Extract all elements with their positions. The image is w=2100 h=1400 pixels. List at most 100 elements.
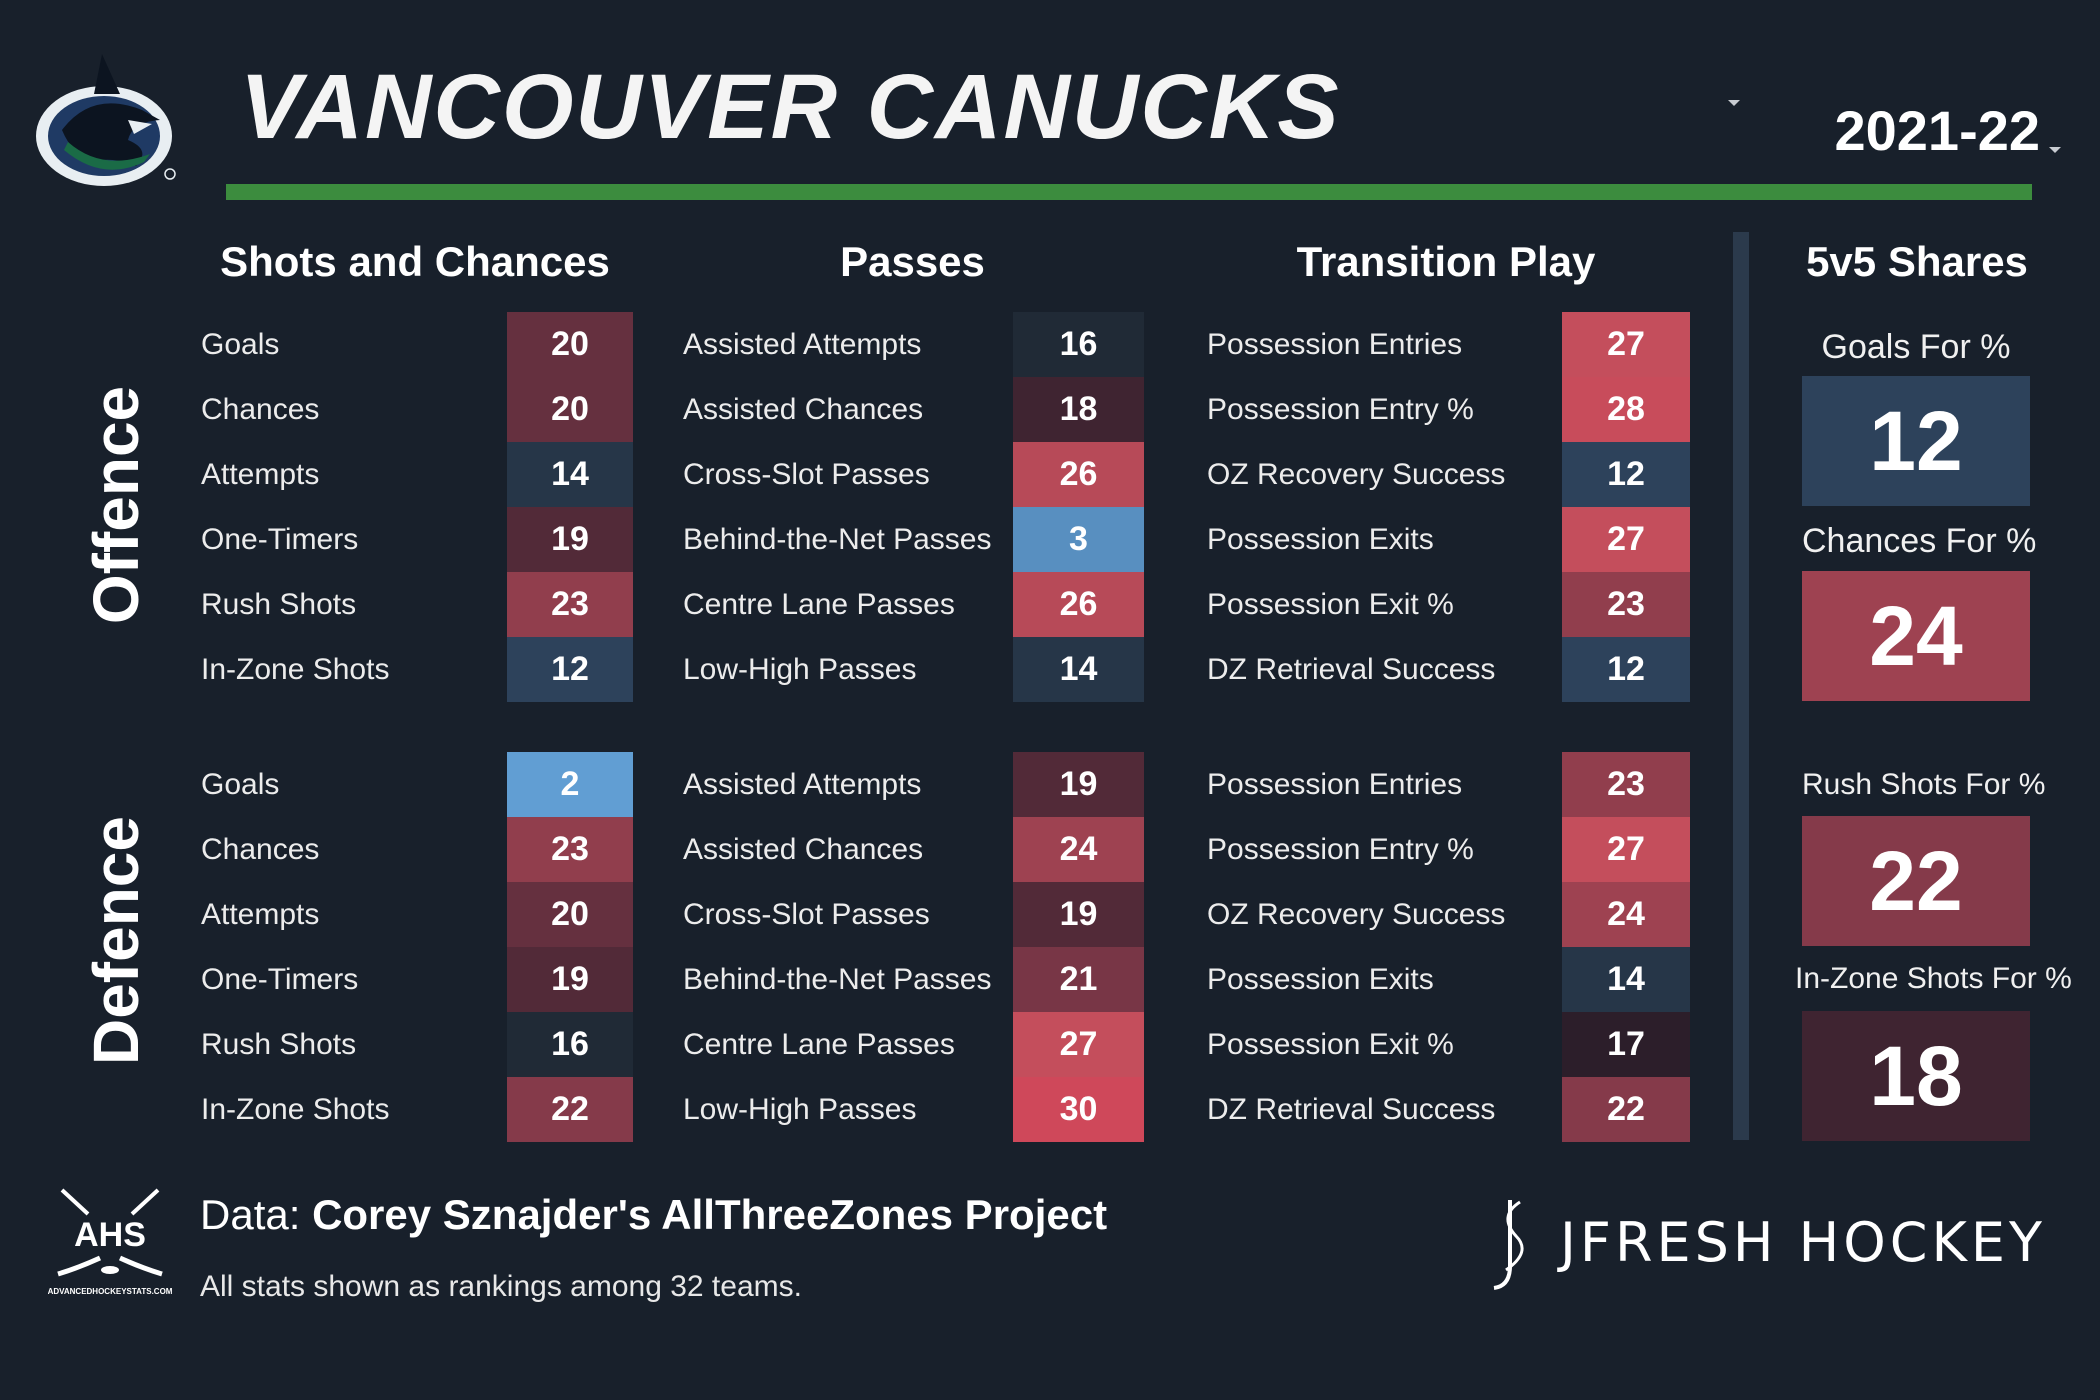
svg-text:ADVANCEDHOCKEYSTATS.COM: ADVANCEDHOCKEYSTATS.COM	[48, 1287, 172, 1296]
share-label-goals: Goals For %	[1821, 328, 2011, 366]
defence-shots-label-chances: Chances	[201, 833, 320, 866]
offence-passes-rank-centre-lane-passes: 26	[1013, 572, 1144, 637]
offence-transition-label-possession-entry: Possession Entry %	[1207, 393, 1474, 426]
data-credit-source: Corey Sznajder's AllThreeZones Project	[312, 1191, 1108, 1238]
side-label-offence: Offence	[80, 385, 152, 625]
share-label-chances: Chances For %	[1802, 522, 2037, 560]
share-value-rush-shots: 22	[1802, 816, 2030, 946]
jfresh-logo-icon	[1493, 1200, 1524, 1290]
offence-transition-rank-possession-exit: 23	[1562, 572, 1690, 637]
defence-passes-label-low-high-passes: Low-High Passes	[683, 1093, 917, 1126]
defence-passes-rank-behind-the-net-passes: 21	[1013, 947, 1144, 1012]
defence-transition-rank-oz-recovery-success: 24	[1562, 882, 1690, 947]
defence-transition-label-oz-recovery-success: OZ Recovery Success	[1207, 898, 1506, 931]
ahs-logo-icon: AHS ADVANCEDHOCKEYSTATS.COM	[48, 1188, 172, 1296]
offence-transition-label-dz-retrieval-success: DZ Retrieval Success	[1207, 653, 1496, 686]
offence-shots-rank-in-zone-shots: 12	[507, 637, 633, 702]
section-header-passes: Passes	[840, 238, 985, 285]
defence-shots-label-one-timers: One-Timers	[201, 963, 359, 996]
offence-passes-rank-low-high-passes: 14	[1013, 637, 1144, 702]
offence-transition-rank-possession-entries: 27	[1562, 312, 1690, 377]
offence-passes-label-assisted-attempts: Assisted Attempts	[683, 328, 922, 361]
defence-passes-rank-assisted-attempts: 19	[1013, 752, 1144, 817]
share-label-in-zone-shots: In-Zone Shots For %	[1795, 962, 2072, 995]
defence-shots-label-attempts: Attempts	[201, 898, 320, 931]
offence-transition-label-possession-entries: Possession Entries	[1207, 328, 1463, 361]
defence-shots-rank-in-zone-shots: 22	[507, 1077, 633, 1142]
defence-transition-label-dz-retrieval-success: DZ Retrieval Success	[1207, 1093, 1496, 1126]
defence-shots-rank-chances: 23	[507, 817, 633, 882]
defence-transition-rank-possession-entry: 27	[1562, 817, 1690, 882]
offence-passes-label-assisted-chances: Assisted Chances	[683, 393, 924, 426]
defence-transition-rank-possession-entries: 23	[1562, 752, 1690, 817]
defence-passes-label-behind-the-net-passes: Behind-the-Net Passes	[683, 963, 992, 996]
offence-shots-label-one-timers: One-Timers	[201, 523, 359, 556]
share-value-goals: 12	[1802, 376, 2030, 506]
defence-transition-label-possession-exits: Possession Exits	[1207, 963, 1434, 996]
offence-passes-label-centre-lane-passes: Centre Lane Passes	[683, 588, 955, 621]
offence-shots-label-chances: Chances	[201, 393, 320, 426]
defence-shots-label-in-zone-shots: In-Zone Shots	[201, 1093, 390, 1126]
share-value-chances: 24	[1802, 571, 2030, 701]
defence-shots-rank-attempts: 20	[507, 882, 633, 947]
data-credit-prefix: Data:	[200, 1191, 313, 1238]
section-header-shares: 5v5 Shares	[1806, 238, 2028, 285]
offence-transition-rank-oz-recovery-success: 12	[1562, 442, 1690, 507]
offence-passes-rank-cross-slot-passes: 26	[1013, 442, 1144, 507]
defence-transition-label-possession-entries: Possession Entries	[1207, 768, 1463, 801]
offence-passes-rank-behind-the-net-passes: 3	[1013, 507, 1144, 572]
offence-transition-rank-possession-exits: 27	[1562, 507, 1690, 572]
offence-shots-rank-rush-shots: 23	[507, 572, 633, 637]
side-label-defence: Defence	[80, 816, 152, 1065]
offence-passes-label-behind-the-net-passes: Behind-the-Net Passes	[683, 523, 992, 556]
defence-passes-label-assisted-chances: Assisted Chances	[683, 833, 924, 866]
header-rule	[226, 184, 2032, 200]
offence-shots-rank-chances: 20	[507, 377, 633, 442]
offence-passes-label-low-high-passes: Low-High Passes	[683, 653, 917, 686]
defence-shots-label-goals: Goals	[201, 768, 280, 801]
defence-passes-label-assisted-attempts: Assisted Attempts	[683, 768, 922, 801]
ranking-note: All stats shown as rankings among 32 tea…	[200, 1270, 802, 1303]
data-credit: Data: Corey Sznajder's AllThreeZones Pro…	[200, 1185, 1107, 1245]
offence-transition-label-oz-recovery-success: OZ Recovery Success	[1207, 458, 1506, 491]
offence-shots-label-in-zone-shots: In-Zone Shots	[201, 653, 390, 686]
defence-passes-rank-assisted-chances: 24	[1013, 817, 1144, 882]
defence-passes-label-centre-lane-passes: Centre Lane Passes	[683, 1028, 955, 1061]
defence-transition-rank-possession-exits: 14	[1562, 947, 1690, 1012]
svg-text:AHS: AHS	[74, 1216, 146, 1254]
jfresh-brand: JFRESH HOCKEY	[1560, 1211, 2047, 1274]
season-label[interactable]: 2021-22	[1834, 99, 2040, 162]
defence-passes-rank-cross-slot-passes: 19	[1013, 882, 1144, 947]
offence-transition-rank-dz-retrieval-success: 12	[1562, 637, 1690, 702]
defence-shots-rank-rush-shots: 16	[507, 1012, 633, 1077]
offence-transition-label-possession-exit: Possession Exit %	[1207, 588, 1454, 621]
team-title: VANCOUVER CANUCKS	[240, 56, 1341, 158]
defence-passes-rank-low-high-passes: 30	[1013, 1077, 1144, 1142]
team-logo-icon	[36, 54, 176, 186]
offence-transition-rank-possession-entry: 28	[1562, 377, 1690, 442]
defence-passes-rank-centre-lane-passes: 27	[1013, 1012, 1144, 1077]
defence-shots-rank-goals: 2	[507, 752, 633, 817]
offence-passes-rank-assisted-attempts: 16	[1013, 312, 1144, 377]
defence-shots-rank-one-timers: 19	[507, 947, 633, 1012]
defence-transition-label-possession-entry: Possession Entry %	[1207, 833, 1474, 866]
section-divider	[1733, 232, 1749, 1140]
offence-shots-rank-goals: 20	[507, 312, 633, 377]
section-header-shots: Shots and Chances	[220, 238, 610, 285]
offence-shots-label-attempts: Attempts	[201, 458, 320, 491]
offence-shots-label-goals: Goals	[201, 328, 280, 361]
defence-transition-rank-possession-exit: 17	[1562, 1012, 1690, 1077]
share-value-in-zone-shots: 18	[1802, 1011, 2030, 1141]
section-header-transition: Transition Play	[1296, 238, 1596, 285]
caret-down-icon[interactable]	[2048, 145, 2062, 155]
defence-transition-label-possession-exit: Possession Exit %	[1207, 1028, 1454, 1061]
offence-passes-label-cross-slot-passes: Cross-Slot Passes	[683, 458, 930, 491]
defence-passes-label-cross-slot-passes: Cross-Slot Passes	[683, 898, 930, 931]
offence-passes-rank-assisted-chances: 18	[1013, 377, 1144, 442]
caret-down-icon[interactable]	[1727, 98, 1741, 108]
defence-shots-label-rush-shots: Rush Shots	[201, 1028, 357, 1061]
defence-transition-rank-dz-retrieval-success: 22	[1562, 1077, 1690, 1142]
offence-shots-rank-attempts: 14	[507, 442, 633, 507]
share-label-rush-shots: Rush Shots For %	[1802, 768, 2046, 801]
offence-transition-label-possession-exits: Possession Exits	[1207, 523, 1434, 556]
